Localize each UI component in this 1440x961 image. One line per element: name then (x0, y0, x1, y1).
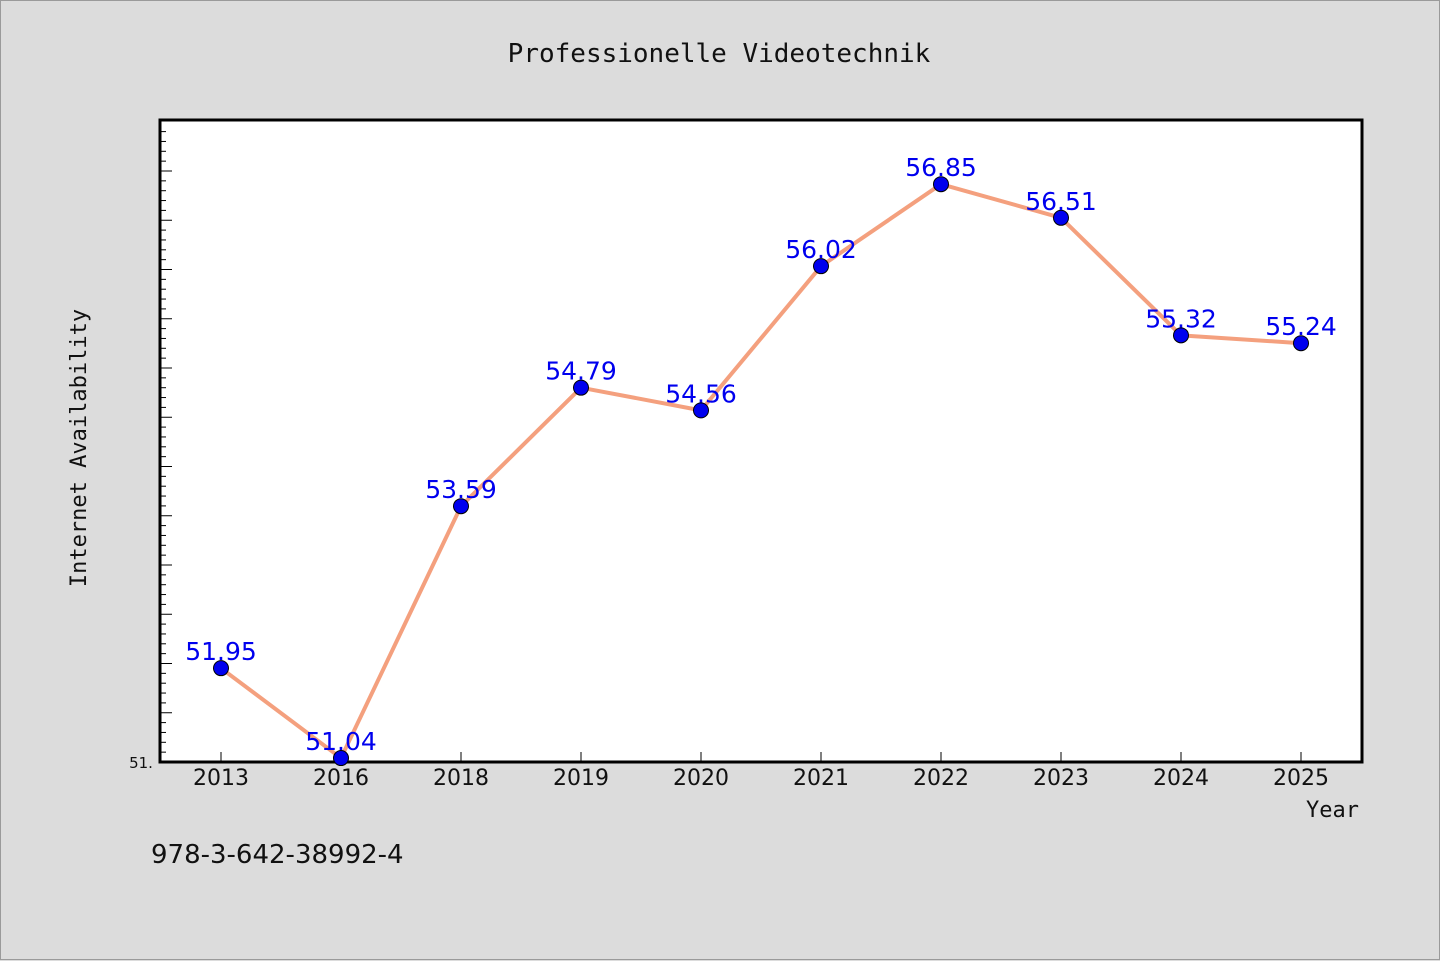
x-axis-ticks: 2013 2016 2018 2019 2020 2021 2022 2023 2024 2025 (193, 752, 1329, 791)
data-label: 53.59 (425, 475, 497, 504)
x-tick-label: 2019 (553, 766, 609, 791)
data-point (1053, 209, 1069, 226)
y-axis-ticks (160, 131, 172, 763)
x-tick-label: 2025 (1273, 766, 1329, 791)
x-tick-label: 2020 (673, 766, 729, 791)
x-tick-label: 2022 (913, 766, 969, 791)
footer-code: 978-3-642-38992-4 (151, 840, 404, 870)
x-tick-label: 2018 (433, 766, 489, 791)
data-label: 54.56 (665, 379, 737, 408)
y-tick-label: 51. (129, 754, 153, 772)
data-label: 51.95 (185, 637, 257, 666)
data-label: 55.32 (1145, 304, 1217, 333)
plot-area (158, 118, 1364, 764)
data-point (453, 498, 469, 515)
data-label: 56.85 (905, 153, 977, 182)
data-label: 51.04 (305, 727, 377, 756)
x-tick-label: 2024 (1153, 766, 1209, 791)
x-tick-label: 2023 (1033, 766, 1089, 791)
data-labels: 51.95 51.04 53.59 54.79 54.56 56.02 56.85 56.51… (185, 153, 1337, 756)
x-tick-label: 2013 (193, 766, 249, 791)
data-label: 54.79 (545, 357, 617, 386)
x-tick-label: 2021 (793, 766, 849, 791)
data-label: 55.24 (1265, 312, 1337, 341)
data-point (693, 402, 709, 419)
data-point (933, 176, 949, 193)
data-point (1293, 335, 1309, 352)
data-point (813, 258, 829, 275)
data-label: 56.02 (785, 235, 857, 264)
data-point (573, 379, 589, 396)
x-axis-label: Year (1306, 798, 1359, 823)
data-point (213, 660, 229, 677)
y-axis-label: Internet Availability (67, 309, 92, 587)
series-markers (213, 176, 1309, 767)
data-point (333, 750, 349, 767)
x-tick-label: 2016 (313, 766, 369, 791)
data-label: 56.51 (1025, 187, 1097, 216)
data-point (1173, 327, 1189, 344)
series-line (219, 182, 1302, 761)
chart-title: Professionelle Videotechnik (508, 39, 931, 69)
